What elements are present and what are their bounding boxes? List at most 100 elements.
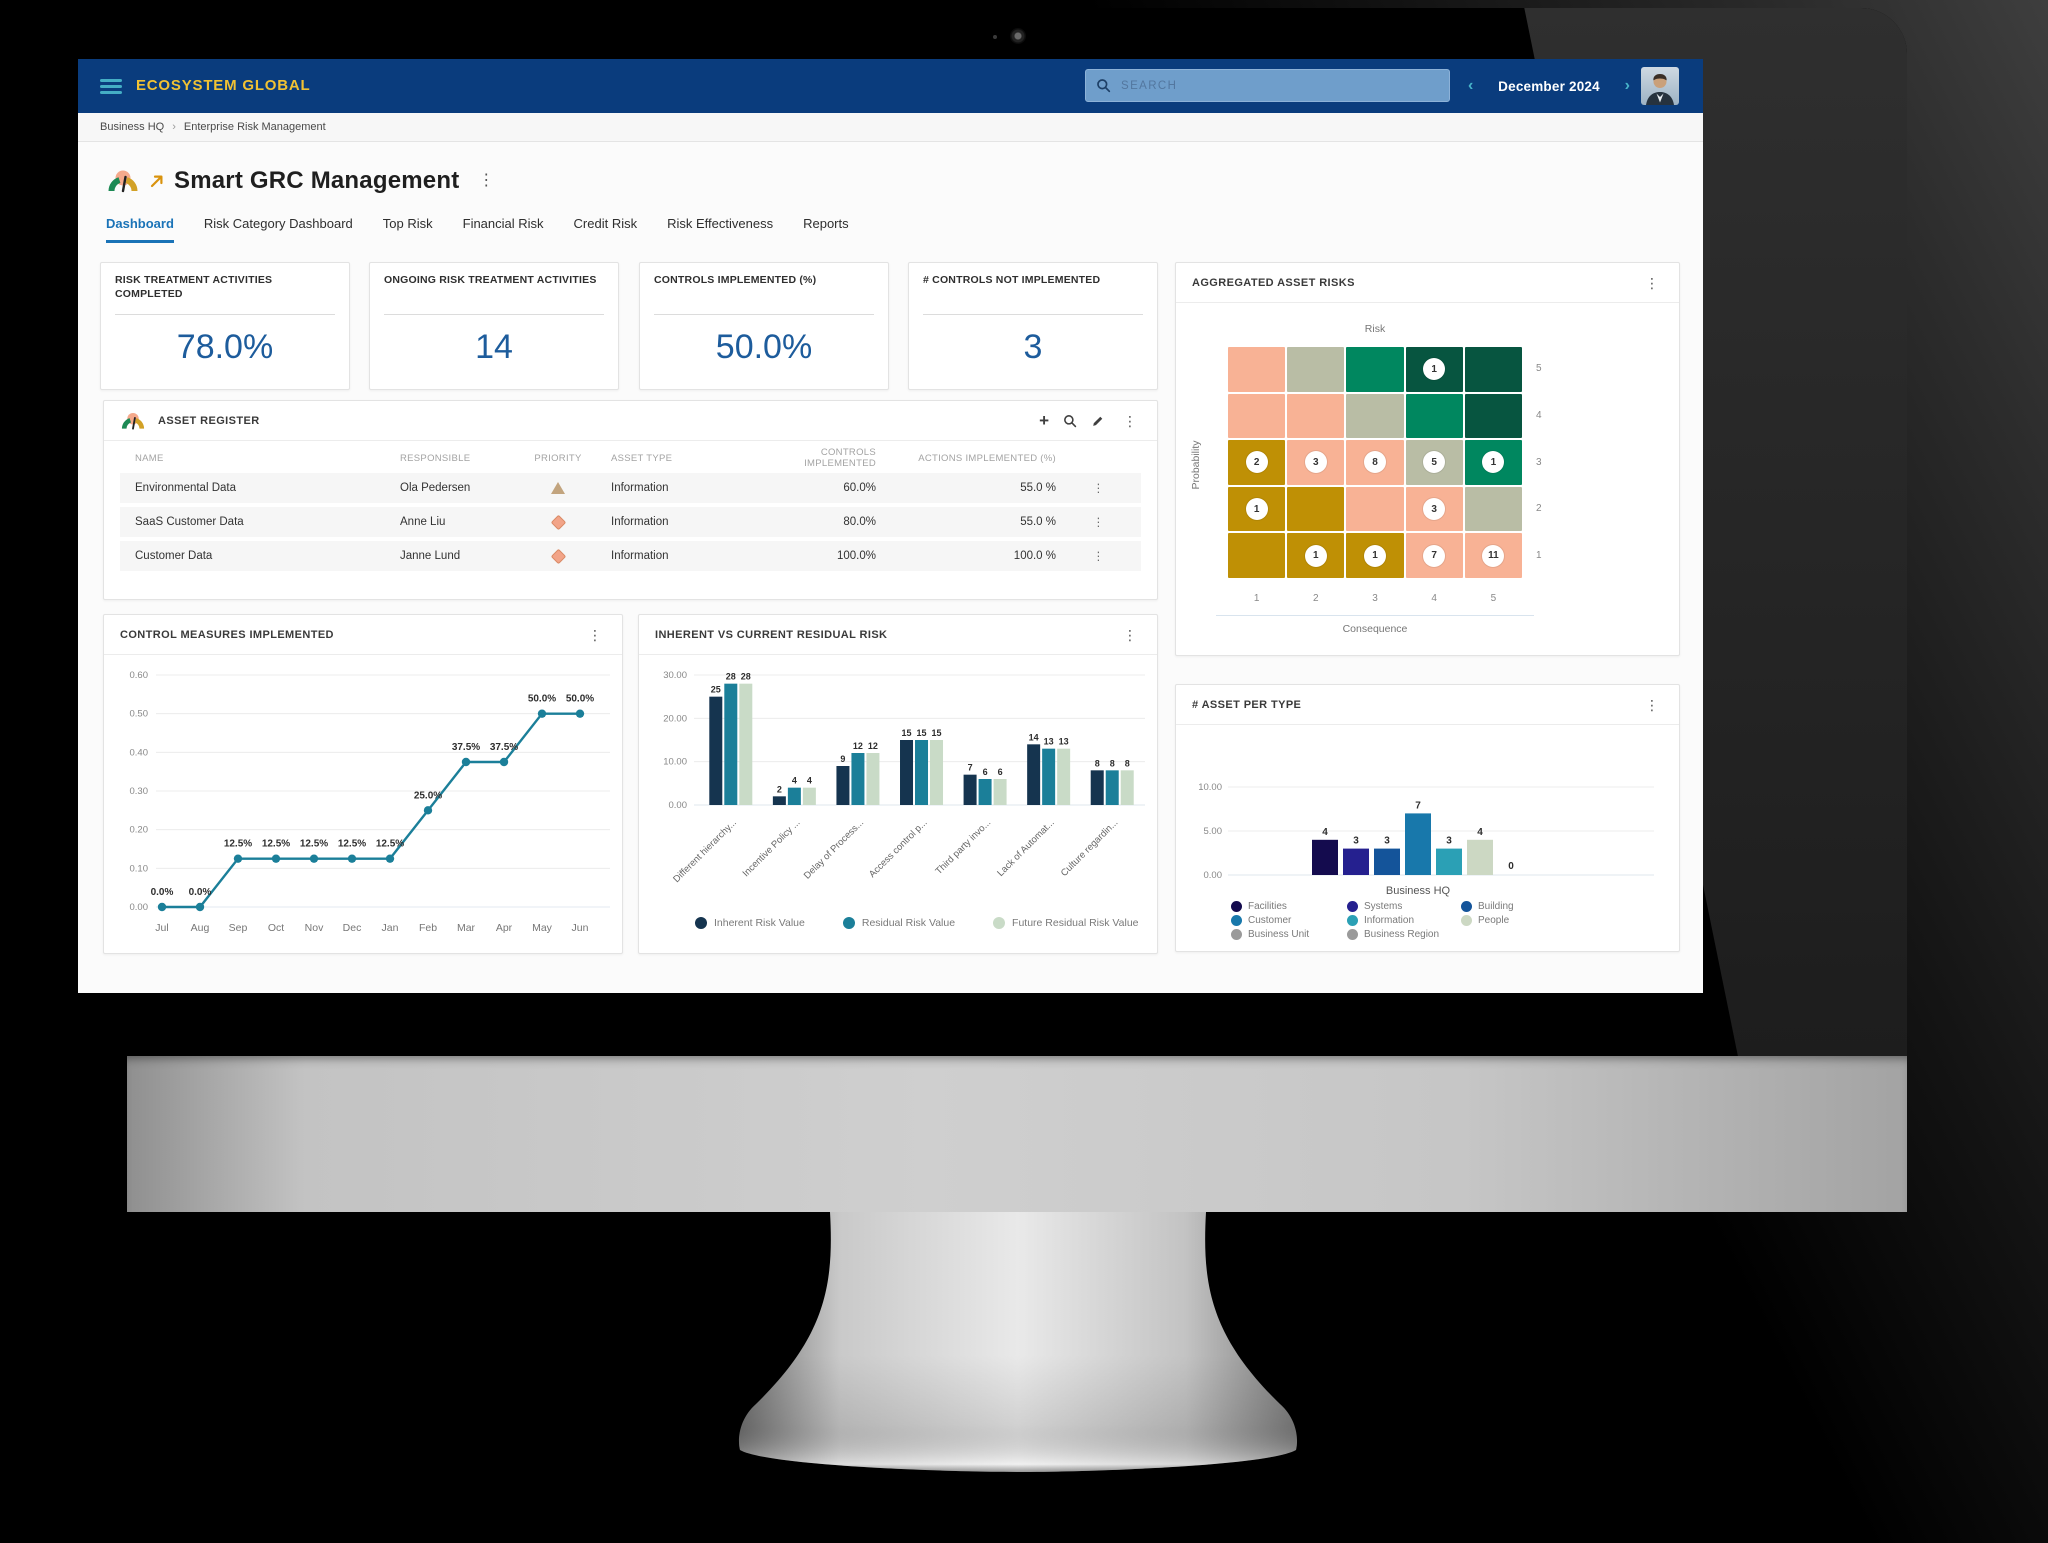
page-kebab-menu-icon[interactable]: ⋮ [478,172,495,189]
search-input[interactable] [1119,78,1439,93]
heatmap-cell: 5 [1405,440,1463,485]
heatmap-y-tick: 4 [1536,409,1542,421]
legend-item: People [1461,915,1514,926]
legend-dot [1231,901,1242,912]
panel-title: CONTROL MEASURES IMPLEMENTED [120,628,334,641]
monitor-stand [728,1212,1308,1485]
heatmap-x-tick: 3 [1372,593,1378,604]
page-title-row: Smart GRC Management ⋮ [106,162,498,200]
tab-dashboard[interactable]: Dashboard [106,216,174,243]
tab-risk-category-dashboard[interactable]: Risk Category Dashboard [203,216,353,231]
panel-asset-per-type: # ASSET PER TYPE ⋮ 0.00 5.00 10.00 4 3 3 7 3 4 0 … [1175,684,1680,952]
legend-dot [1461,915,1472,926]
x-category-label: Access control p... [867,817,930,880]
bar [1120,770,1134,805]
kpi-value: 3 [1023,328,1043,366]
heatmap-count-bubble: 7 [1423,544,1446,567]
heatmap-cell: 1 [1228,486,1286,532]
controls-implemented-cell: 80.0% [843,516,876,528]
actions-implemented-cell: 55.0 % [1020,482,1056,494]
chart-legend: Facilities Systems Building Customer Informa… [1231,901,1514,940]
ambient-sensor-dot [993,35,997,39]
control-measures-line-chart: 0.00 0.10 0.20 0.30 0.40 0.50 0.60 0.0% Jul 0.0% A… [130,670,610,934]
tab-reports[interactable]: Reports [803,216,849,231]
data-point [499,757,509,767]
kpi-label: # CONTROLS NOT IMPLEMENTED [923,263,1143,315]
svg-text:0.00: 0.00 [669,800,688,811]
panel-kebab-menu-icon[interactable]: ⋮ [588,626,602,643]
data-label: 7 [1415,800,1421,811]
heatmap-cell [1228,347,1286,392]
svg-text:0.00: 0.00 [1204,870,1223,881]
x-tick: Dec [343,922,362,934]
legend-dot [1231,929,1242,940]
bar [1027,744,1041,805]
heatmap-count-bubble: 1 [1245,498,1268,521]
legend-label: Inherent Risk Value [714,917,805,929]
data-point [195,902,205,912]
search-icon[interactable] [1063,414,1077,428]
x-tick: Nov [305,922,324,934]
bar [709,696,723,805]
heatmap-cell [1464,393,1522,439]
table-row: Environmental Data Ola Pedersen Informatio… [120,473,1141,503]
data-label: 12.5% [224,839,252,850]
webcam-icon [1010,28,1026,44]
legend-item: Future Residual Risk Value [993,917,1139,929]
legend-label: Customer [1248,915,1292,926]
edit-pencil-icon[interactable] [1091,414,1105,428]
heatmap-bottom-axis-label: Consequence [1342,623,1408,635]
user-avatar[interactable] [1641,67,1679,105]
tab-financial-risk[interactable]: Financial Risk [462,216,544,231]
data-label: 50.0% [566,694,594,705]
next-month-chevron-icon[interactable]: › [1624,77,1630,94]
row-kebab-menu-icon[interactable]: ⋮ [1092,551,1105,563]
panel-kebab-menu-icon[interactable]: ⋮ [1645,696,1659,713]
panel-header: CONTROL MEASURES IMPLEMENTED ⋮ [104,615,622,655]
heatmap-cell [1228,533,1286,578]
data-point [385,854,395,863]
search-box[interactable] [1085,69,1450,102]
app-brand[interactable]: ECOSYSTEM GLOBAL [136,77,311,94]
bar [993,779,1007,805]
x-tick: Feb [419,922,437,934]
row-kebab-menu-icon[interactable]: ⋮ [1092,483,1105,495]
tab-risk-effectiveness[interactable]: Risk Effectiveness [667,216,774,231]
panel-aggregated-asset-risks: AGGREGATED ASSET RISKS ⋮ Risk Probabilit… [1175,262,1680,656]
data-point [423,806,433,815]
legend-label: Future Residual Risk Value [1012,917,1139,929]
data-point [233,854,243,863]
add-asset-button[interactable]: + [1039,411,1049,430]
tab-credit-risk[interactable]: Credit Risk [573,216,638,231]
panel-kebab-menu-icon[interactable]: ⋮ [1645,274,1659,291]
heatmap-count-bubble: 5 [1423,451,1446,474]
tab-top-risk[interactable]: Top Risk [382,216,433,231]
register-kebab-menu-icon[interactable]: ⋮ [1123,412,1137,429]
data-point [575,709,585,718]
priority-diamond-icon [550,514,566,530]
menu-hamburger-icon[interactable] [100,79,122,94]
bar [1436,848,1462,875]
panel-kebab-menu-icon[interactable]: ⋮ [1123,626,1137,643]
data-label: 25.0% [414,790,442,801]
data-label: 8 [1125,758,1130,768]
heatmap-y-tick: 2 [1536,503,1542,515]
panel-title: INHERENT VS CURRENT RESIDUAL RISK [655,628,888,641]
priority-cell [520,548,596,564]
heatmap-cell: 2 [1228,440,1286,485]
heatmap-count-bubble: 8 [1363,451,1386,474]
svg-text:0.60: 0.60 [130,670,149,681]
prev-month-chevron-icon[interactable]: ‹ [1468,77,1474,94]
kpi-card: ONGOING RISK TREATMENT ACTIVITIES 14 [369,262,619,390]
row-kebab-menu-icon[interactable]: ⋮ [1092,517,1105,529]
x-tick: Jan [382,922,399,934]
x-tick: Jul [155,922,168,934]
breadcrumb-item[interactable]: Enterprise Risk Management [183,121,326,133]
svg-text:0.20: 0.20 [130,825,149,836]
breadcrumb-item[interactable]: Business HQ [100,121,165,133]
data-label: 2 [777,784,782,794]
column-header: CONTROLS IMPLEMENTED [804,447,876,469]
panel-title: ASSET REGISTER [158,414,260,427]
data-label: 13 [1044,737,1054,747]
